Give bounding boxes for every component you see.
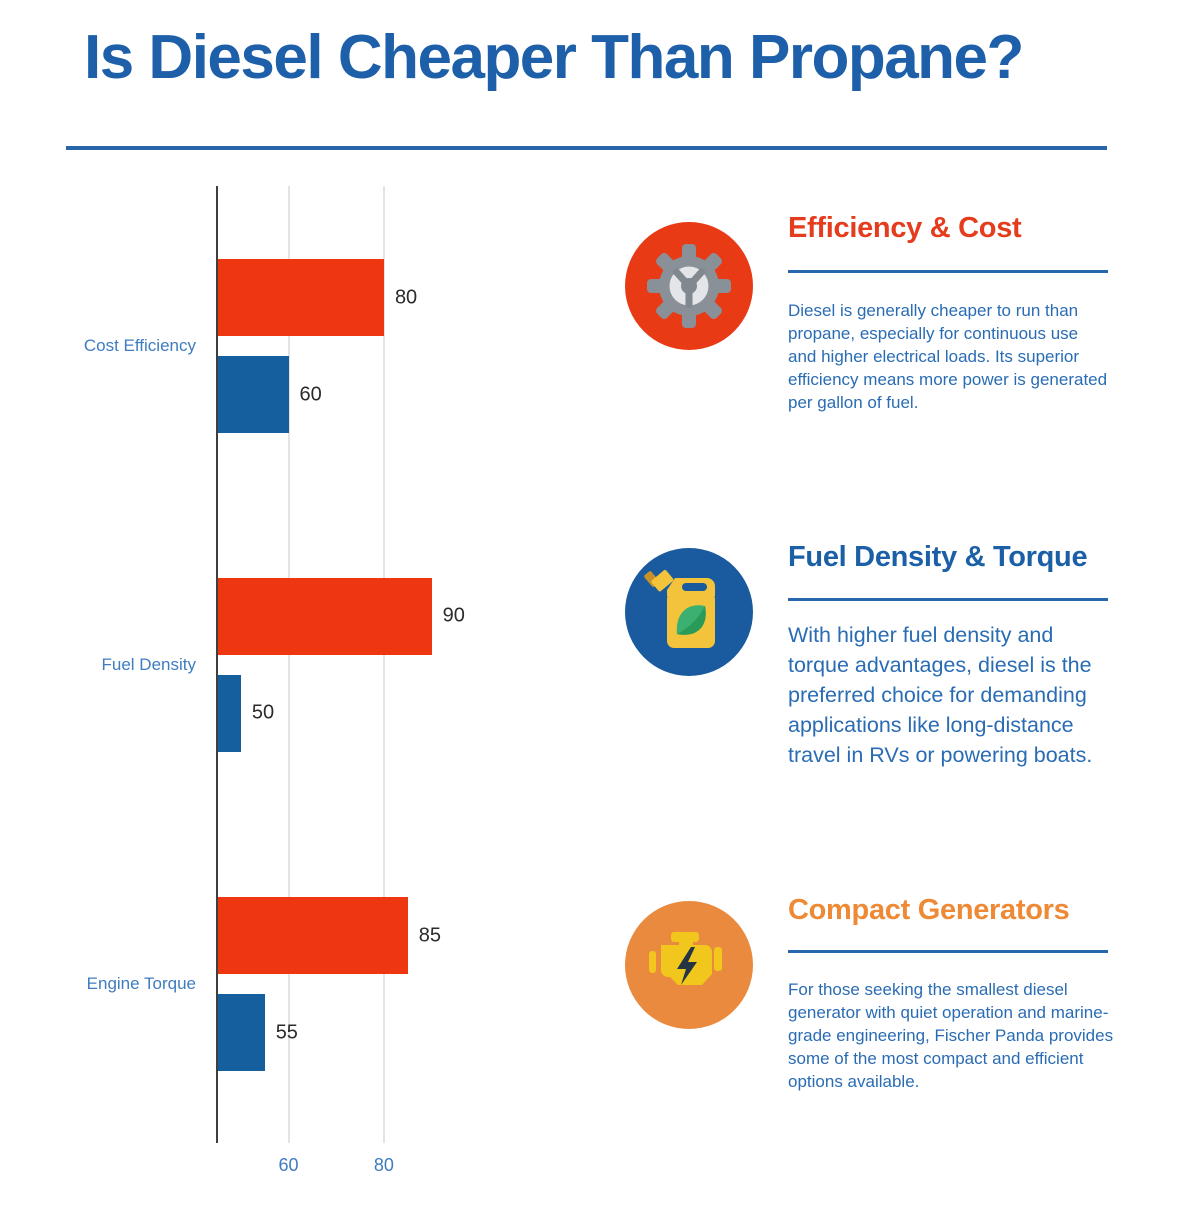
value-bar <box>218 259 384 336</box>
value-bar <box>218 577 432 655</box>
gear-icon <box>625 222 753 350</box>
y-axis-line <box>216 186 218 1143</box>
section-body: For those seeking the smallest diesel ge… <box>788 980 1114 1091</box>
x-tick-label: 60 <box>278 1155 299 1175</box>
value-bar <box>218 356 289 433</box>
fuel-can-icon <box>625 548 753 676</box>
section-heading: Compact Generators <box>788 894 1070 926</box>
bar-value-label: 85 <box>418 924 442 947</box>
section-body: With higher fuel density and torque adva… <box>788 623 1093 767</box>
section-heading: Fuel Density & Torque <box>788 541 1088 573</box>
bar-value-label: 80 <box>394 286 418 308</box>
section-body: Diesel is generally cheaper to run than … <box>788 301 1108 412</box>
bar-value-label: 50 <box>251 701 275 724</box>
grid-line <box>287 186 290 1143</box>
category-label: Fuel Density <box>101 654 196 674</box>
grid-line <box>382 186 385 1143</box>
page-title: Is Diesel Cheaper Than Propane? <box>84 23 1024 92</box>
value-bar <box>218 897 408 975</box>
bar-value-label: 90 <box>442 604 465 627</box>
category-label: Engine Torque <box>86 974 196 994</box>
section-heading: Efficiency & Cost <box>788 212 1022 244</box>
title-underline <box>66 146 1107 150</box>
bar-value-label: 55 <box>275 1021 298 1044</box>
engine-icon <box>625 901 753 1029</box>
bar-value-label: 60 <box>299 383 322 405</box>
section-divider <box>788 598 1108 601</box>
section-divider <box>788 270 1108 273</box>
x-tick-label: 80 <box>373 1155 394 1175</box>
bar-chart: 60 80 Cost Efficiency 80 60 Fuel Density 90 50 E… <box>0 186 640 1196</box>
value-bar <box>218 994 265 1072</box>
category-label: Cost Efficiency <box>83 336 196 355</box>
value-bar <box>218 674 241 752</box>
section-divider <box>788 950 1108 953</box>
